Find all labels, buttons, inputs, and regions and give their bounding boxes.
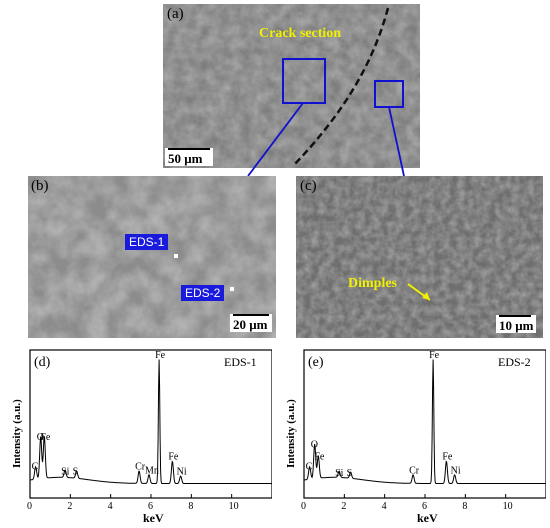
peak-label: Mn [145,465,159,476]
x-tick-label: 6 [148,501,153,512]
panel-label-b: (b) [31,178,49,194]
sem-panel-a: (a) Crack section 50 μm [163,4,420,168]
sem-panel-c: (c) Dimples 10 μm [296,176,543,338]
peak-label: Si [61,467,70,478]
spectrum-title: EDS-1 [224,355,257,369]
peak-label: O [311,439,318,450]
panel-label: (d) [34,355,51,370]
eds-1-marker: EDS-1 [125,234,169,250]
x-tick-label: 4 [108,501,113,512]
sem-image-b [28,176,276,338]
spectrum-line [303,359,546,484]
peak-label: C [306,462,313,473]
peak-label: Fe [155,350,166,361]
x-tick-label: 10 [229,501,239,512]
peak-label: C [32,462,39,473]
x-tick-label: 2 [341,501,346,512]
peak-label: Ni [451,465,461,476]
zoom-box-b [282,58,326,104]
dimples-label: Dimples [348,276,397,291]
sem-panel-b: (b) EDS-1 EDS-2 20 μm [28,176,276,338]
x-tick-label: 6 [422,501,427,512]
eds-2-marker: EDS-2 [181,285,225,301]
scale-text-c: 10 μm [499,318,534,333]
x-tick-label: 0 [27,501,32,512]
y-axis-label: Intensity (a.u.) [285,399,297,468]
peak-label: S [73,467,79,478]
sem-image-c [296,176,543,338]
x-axis-label: keV [417,511,438,525]
eds-spectrum-e: C O Fe Si S Cr Fe Fe Ni 0 2 4 6 8 10 keV Intensity (a.u.… [285,349,546,525]
sem-image-a [163,4,420,168]
crack-section-label: Crack section [259,26,342,41]
peak-label: Fe [429,350,440,361]
peak-label: Cr [135,462,146,473]
peak-label: Cr [409,465,420,476]
scale-text-b: 20 μm [233,317,268,332]
peak-label: S [347,468,353,479]
x-tick-label: 10 [503,501,513,512]
peak-label: Fe [314,452,325,463]
x-tick-label: 0 [301,501,306,512]
x-tick-label: 4 [382,501,387,512]
peak-label: Fe [168,452,179,463]
y-axis-label: Intensity (a.u.) [11,399,23,468]
scale-bar-c: 10 μm [496,315,537,333]
panel-label-a: (a) [167,6,184,22]
x-axis-label: keV [143,511,164,525]
scale-text-a: 50 μm [168,151,203,166]
x-tick-label: 2 [67,501,72,512]
spectrum-line [29,359,272,484]
panel-label: (e) [308,355,324,370]
peak-label: Fe [40,432,51,443]
panel-label-c: (c) [300,178,317,194]
scale-bar-a: 50 μm [165,148,213,166]
peak-label: Si [335,468,344,479]
peak-label: Ni [177,467,187,478]
scale-bar-b: 20 μm [230,314,272,332]
peak-label: Fe [442,452,453,463]
x-tick-label: 8 [188,501,193,512]
peak-label: O [37,432,44,443]
x-tick-label: 8 [462,501,467,512]
spectrum-title: EDS-2 [498,355,531,369]
